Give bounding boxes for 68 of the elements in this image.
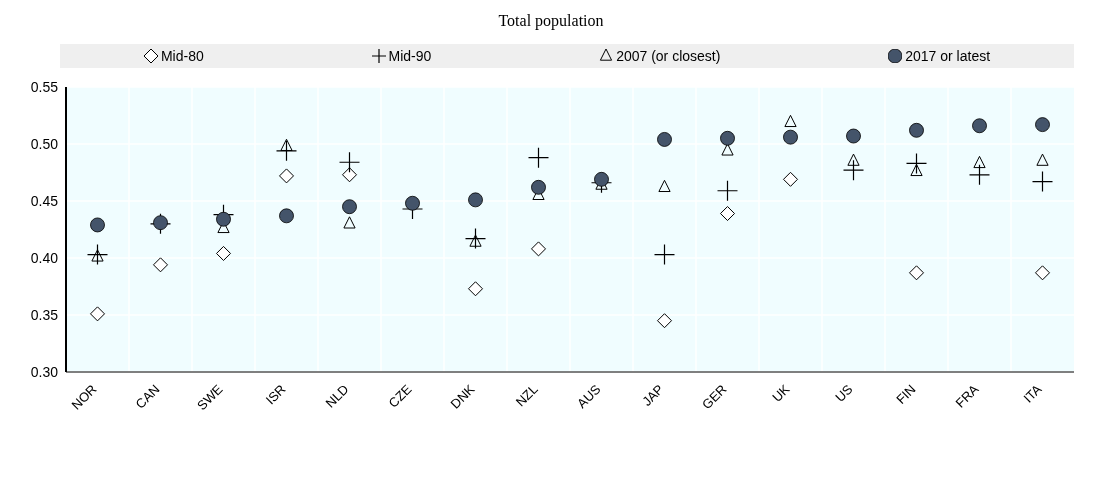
- point: [783, 129, 798, 145]
- point: [1031, 171, 1054, 193]
- x-tick-label: UK: [769, 381, 793, 405]
- point: [531, 241, 546, 257]
- legend-label: Mid-80: [160, 48, 204, 64]
- point: [280, 138, 293, 151]
- legend-label: 2017 or latest: [905, 48, 991, 64]
- legend-label: 2007 (or closest): [616, 48, 721, 64]
- point: [657, 132, 672, 147]
- point: [1036, 153, 1049, 166]
- point: [973, 155, 986, 169]
- point: [86, 243, 109, 266]
- point: [90, 306, 105, 322]
- point: [653, 243, 676, 266]
- point: [657, 313, 672, 329]
- x-tick-label: NZL: [512, 381, 541, 410]
- point: [972, 118, 987, 134]
- point: [275, 140, 298, 162]
- y-tick-label: 0.50: [30, 135, 59, 152]
- chart-title: Total population: [497, 12, 605, 30]
- x-tick-label: ISR: [262, 381, 289, 408]
- point: [594, 171, 609, 187]
- point: [1035, 265, 1050, 281]
- point: [1035, 117, 1050, 133]
- x-tick-label: ITA: [1020, 381, 1045, 406]
- point: [279, 208, 294, 224]
- point: [968, 164, 991, 186]
- y-tick-label: 0.45: [30, 192, 59, 209]
- point: [342, 167, 357, 183]
- point: [910, 163, 923, 177]
- point: [905, 152, 928, 174]
- point: [343, 216, 356, 229]
- point: [153, 257, 168, 273]
- y-tick-label: 0.35: [30, 306, 59, 323]
- point: [909, 265, 924, 281]
- y-tick-label: 0.30: [30, 363, 59, 380]
- point: [405, 195, 420, 211]
- point: [842, 159, 865, 181]
- point: [91, 249, 104, 262]
- point: [216, 211, 231, 227]
- point: [527, 147, 550, 169]
- x-tick-label: US: [832, 381, 856, 405]
- x-tick-label: JAP: [639, 381, 667, 409]
- point: [469, 234, 482, 247]
- point: [784, 114, 797, 128]
- point: [720, 206, 735, 222]
- point: [468, 192, 483, 208]
- legend-label: Mid-90: [388, 48, 432, 64]
- point: [720, 130, 735, 146]
- point: [468, 281, 483, 297]
- point: [338, 151, 361, 173]
- y-tick-label: 0.55: [30, 78, 59, 95]
- point: [847, 153, 860, 166]
- x-tick-label: FIN: [893, 381, 919, 407]
- y-tick-label: 0.40: [30, 249, 59, 266]
- point: [216, 245, 231, 261]
- point: [909, 122, 924, 138]
- point: [464, 228, 487, 250]
- x-tick-label: FRA: [952, 381, 982, 411]
- point: [716, 180, 739, 202]
- point: [90, 217, 105, 233]
- point: [658, 179, 671, 193]
- x-tick-label: NLD: [322, 381, 352, 411]
- point: [846, 128, 861, 144]
- point: [783, 171, 798, 187]
- point: [531, 179, 546, 195]
- point: [342, 199, 357, 215]
- point: [279, 168, 294, 184]
